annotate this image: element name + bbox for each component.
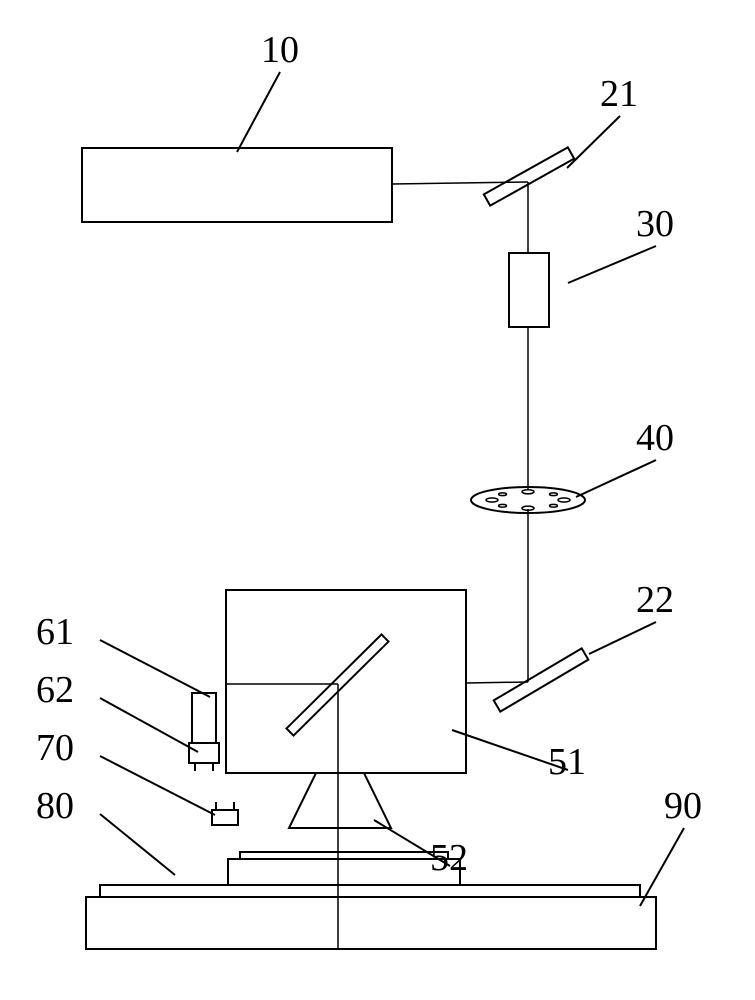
schematic-diagram bbox=[0, 0, 755, 1000]
laser-source bbox=[82, 148, 392, 222]
camera-lens bbox=[189, 743, 219, 763]
label-22: 22 bbox=[636, 578, 674, 622]
leader-line bbox=[100, 640, 210, 697]
nozzle bbox=[212, 810, 238, 825]
mirror-21 bbox=[484, 147, 574, 205]
leader-line bbox=[589, 622, 656, 654]
leader-line bbox=[100, 756, 215, 815]
leader-line bbox=[568, 246, 656, 283]
leader-line bbox=[237, 72, 280, 152]
label-90: 90 bbox=[664, 784, 702, 828]
label-61: 61 bbox=[36, 610, 74, 654]
f-theta-lens bbox=[289, 773, 391, 828]
label-62: 62 bbox=[36, 668, 74, 712]
table-top bbox=[100, 885, 640, 897]
label-40: 40 bbox=[636, 416, 674, 460]
leader-line bbox=[100, 814, 175, 875]
label-10: 10 bbox=[261, 28, 299, 72]
leader-line bbox=[576, 460, 656, 497]
aperture-hole bbox=[522, 490, 534, 494]
label-51: 51 bbox=[548, 740, 586, 784]
label-30: 30 bbox=[636, 202, 674, 246]
aperture-hole bbox=[558, 498, 570, 502]
beam-path bbox=[466, 682, 528, 683]
aperture-hole bbox=[499, 504, 507, 507]
work-table bbox=[86, 897, 656, 949]
label-21: 21 bbox=[600, 72, 638, 116]
galvo-scanner-housing bbox=[226, 590, 466, 773]
aperture-hole bbox=[499, 493, 507, 496]
aperture-hole bbox=[549, 493, 557, 496]
camera-body bbox=[192, 693, 216, 743]
leader-line bbox=[567, 116, 620, 168]
beam-expander bbox=[509, 253, 549, 327]
aperture-hole bbox=[486, 498, 498, 502]
mirror-22 bbox=[494, 648, 589, 711]
aperture-hole bbox=[549, 504, 557, 507]
label-70: 70 bbox=[36, 726, 74, 770]
label-52: 52 bbox=[430, 836, 468, 880]
leader-line bbox=[640, 828, 684, 906]
leader-line bbox=[100, 698, 198, 752]
workpiece bbox=[228, 859, 460, 885]
beam-path bbox=[392, 182, 528, 184]
label-80: 80 bbox=[36, 784, 74, 828]
